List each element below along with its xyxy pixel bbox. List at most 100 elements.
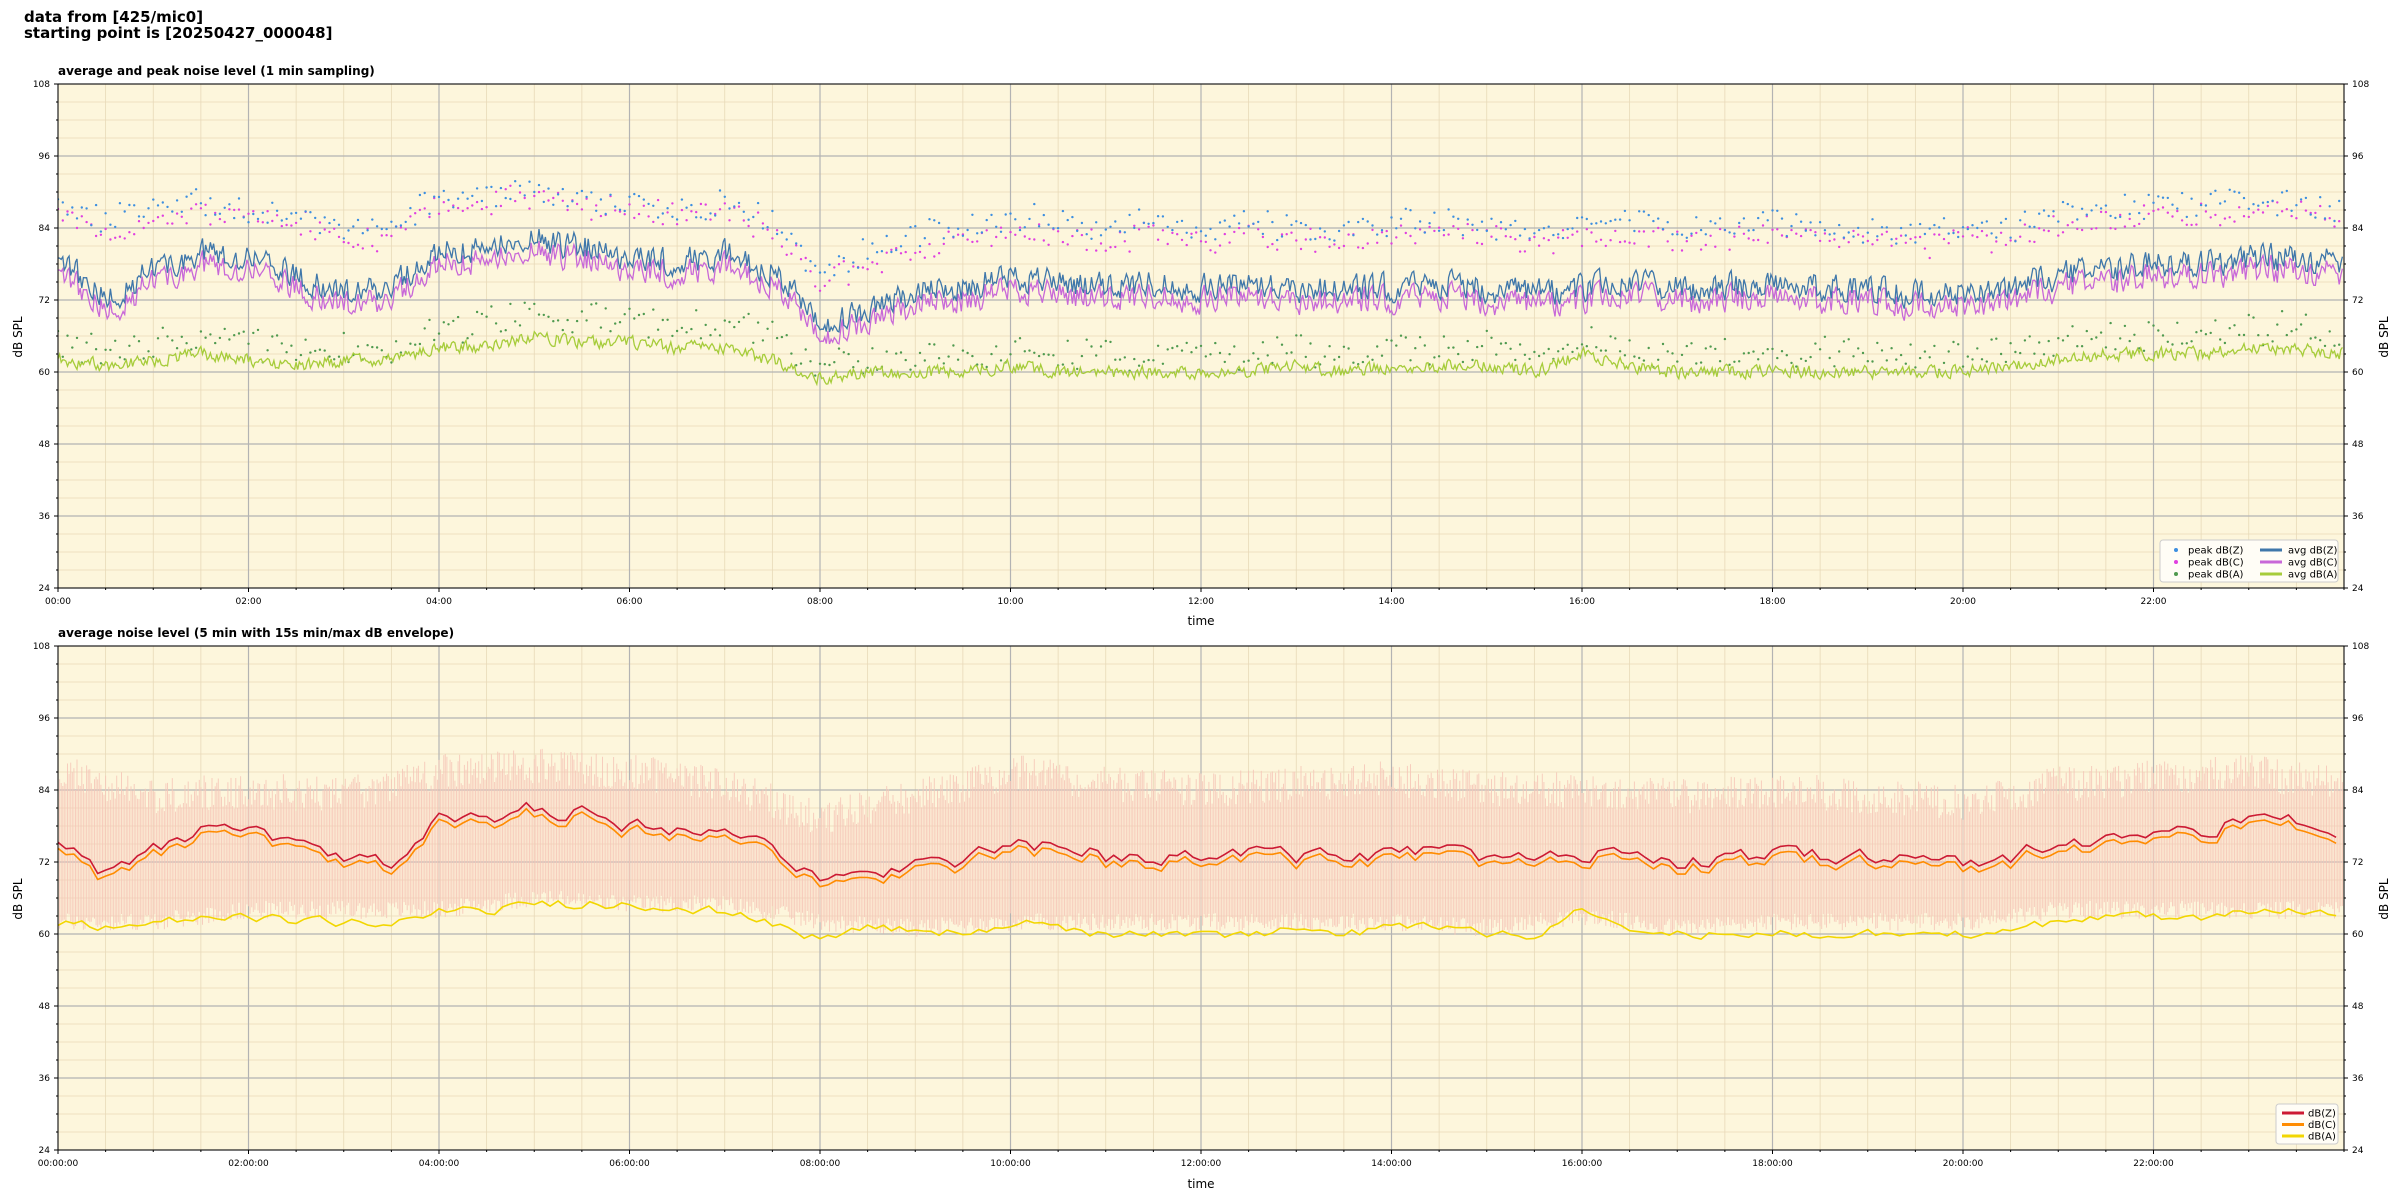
chart-1-peak-point (1795, 213, 1798, 216)
chart-1-peak-point (1714, 347, 1717, 351)
chart-1-peak-point (966, 351, 969, 355)
chart-1-peak-point (366, 344, 369, 347)
chart-1-peak-point (980, 231, 984, 234)
chart-1-peak-point (2104, 346, 2108, 349)
chart-1-peak-point (1966, 355, 1970, 358)
chart-1-peak-point (2080, 345, 2084, 348)
chart-1-peak-point (2038, 341, 2041, 344)
chart-1-peak-point (1547, 225, 1550, 228)
chart-1-peak-point (1318, 236, 1322, 239)
chart-1-peak-point (318, 231, 322, 235)
chart-1-peak-point (2047, 229, 2050, 233)
chart-1-peak-point (223, 206, 226, 209)
chart-1-peak-point (337, 223, 341, 226)
chart-1-peak-point (61, 201, 64, 204)
chart-1-peak-point (180, 215, 183, 218)
chart-1-peak-point (995, 235, 998, 239)
chart-1-peak-point (1857, 233, 1860, 236)
chart-1-peak-point (2114, 227, 2117, 231)
chart-1-peak-point (775, 229, 779, 232)
chart-1-peak-point (128, 203, 131, 207)
chart-1-peak-point (580, 189, 584, 193)
chart-1-peak-point (637, 313, 641, 317)
chart-1-legend-label: peak dB(C) (2188, 558, 2244, 569)
chart-1-peak-point (780, 245, 784, 248)
chart-1-peak-point (623, 209, 626, 213)
chart-1-peak-point (414, 343, 417, 346)
chart-1-peak-point (114, 225, 117, 229)
chart-1-peak-point (1261, 235, 1265, 239)
chart-1-peak-point (1433, 211, 1436, 214)
chart-1-peak-point (137, 215, 141, 218)
chart-1-peak-point (1757, 358, 1760, 361)
chart-1-peak-point (2190, 223, 2193, 227)
chart-1-peak-point (747, 218, 750, 221)
chart-1-peak-point (1676, 230, 1679, 233)
chart-1-peak-point (2309, 337, 2312, 340)
chart-1-peak-point (223, 327, 226, 331)
chart-1-peak-point (447, 209, 450, 212)
chart-1-peak-point (485, 186, 488, 189)
chart-1-peak-point (790, 352, 793, 355)
chart-1-peak-point (285, 223, 288, 227)
chart-1-peak-point (2304, 313, 2308, 316)
chart-1-peak-point (461, 209, 464, 213)
chart-1-peak-point (718, 208, 722, 211)
chart-1-peak-point (956, 227, 960, 230)
chart-1-peak-point (75, 226, 79, 230)
chart-1-peak-point (2247, 207, 2250, 210)
chart-1-peak-point (1299, 247, 1303, 251)
chart-1-peak-point (1023, 226, 1026, 229)
chart-1-peak-point (1261, 341, 1265, 344)
chart-1-peak-point (1685, 236, 1689, 239)
chart-1-peak-point (1871, 243, 1874, 246)
chart-1-peak-point (728, 207, 731, 210)
chart-1-peak-point (871, 261, 874, 264)
chart-1-peak-point (1080, 221, 1084, 225)
chart-1-xtick-label: 22:00 (2141, 597, 2167, 607)
chart-1-peak-point (109, 238, 112, 241)
chart-1-peak-point (66, 334, 69, 337)
chart-1-peak-point (828, 363, 831, 367)
chart-1-peak-point (1690, 342, 1693, 345)
chart-1-peak-point (394, 340, 398, 343)
chart-1-peak-point (418, 208, 422, 212)
chart-1-peak-point (1114, 220, 1117, 223)
chart-1-peak-point (575, 192, 579, 195)
chart-1-peak-point (1661, 227, 1665, 231)
chart-1-peak-point (1990, 251, 1993, 254)
chart-1-peak-point (599, 214, 603, 218)
chart-1-peak-point (1876, 238, 1879, 242)
chart-1-peak-point (166, 335, 169, 338)
chart-1-peak-point (518, 324, 522, 327)
chart-1-peak-point (1799, 357, 1803, 360)
chart-1-peak-point (1571, 227, 1574, 230)
chart-1-peak-point (737, 320, 741, 324)
chart-1-peak-point (2128, 217, 2131, 221)
chart-1-peak-point (1109, 340, 1112, 344)
chart-1-peak-point (852, 265, 855, 268)
chart-1-peak-point (371, 218, 374, 221)
chart-1-peak-point (1728, 231, 1731, 234)
chart-1-peak-point (1504, 341, 1508, 345)
chart-1-peak-point (2204, 333, 2208, 336)
chart-1-peak-point (671, 334, 674, 338)
chart-1-peak-point (1747, 229, 1750, 232)
chart-1-peak-point (2290, 209, 2293, 212)
chart-1-peak-point (1614, 337, 1617, 340)
chart-1-peak-point (1395, 344, 1398, 347)
chart-1-peak-point (266, 210, 269, 213)
chart-2-ytick-label-left: 108 (33, 642, 50, 652)
chart-1-peak-point (394, 225, 398, 228)
chart-1-peak-point (1023, 350, 1026, 353)
chart-1-peak-point (1147, 225, 1150, 228)
chart-1-peak-point (2176, 207, 2179, 210)
chart-1-peak-point (728, 320, 731, 324)
chart-1-peak-point (937, 221, 941, 225)
chart-1-peak-point (2119, 337, 2122, 340)
chart-1-peak-point (1190, 232, 1193, 235)
chart-1-peak-point (2238, 333, 2241, 337)
chart-1-peak-point (518, 184, 522, 187)
chart-1-peak-point (1428, 222, 1431, 225)
chart-1-peak-point (323, 228, 326, 231)
